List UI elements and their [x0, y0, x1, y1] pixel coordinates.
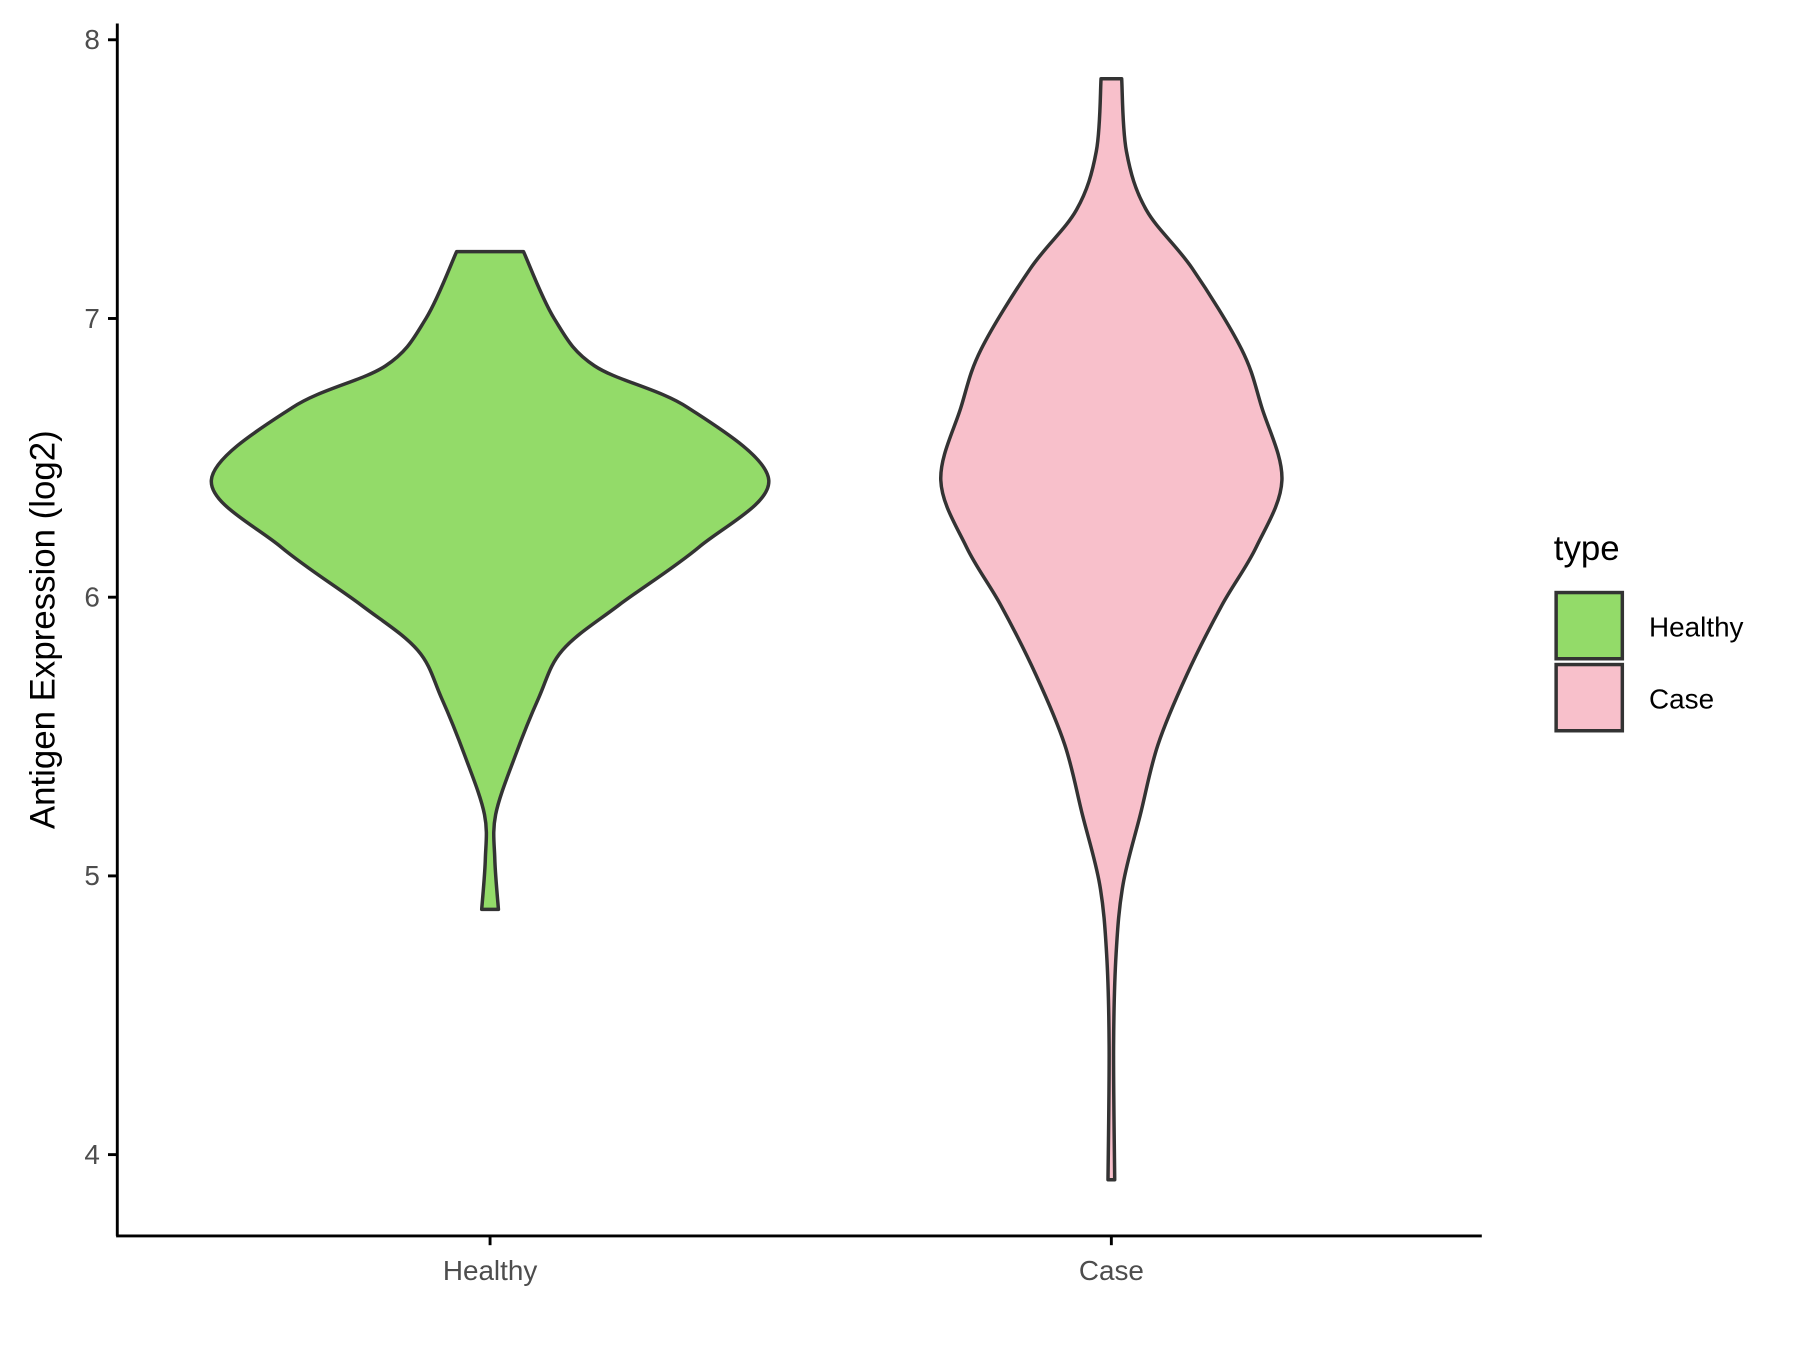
y-tick-label: 7	[84, 303, 99, 334]
violins	[209, 77, 1284, 1182]
legend-title: type	[1554, 529, 1620, 568]
legend-key-healthy	[1554, 590, 1625, 661]
y-tick-label: 4	[84, 1139, 99, 1170]
x-tick-label: Case	[1079, 1255, 1144, 1286]
legend-key-case	[1554, 662, 1625, 733]
legend-label: Case	[1649, 684, 1714, 715]
y-axis-label: Antigen Expression (log2)	[24, 430, 63, 829]
violin-healthy	[209, 249, 771, 912]
y-tick-label: 6	[84, 581, 99, 612]
y-tick-label: 5	[84, 860, 99, 891]
x-ticks: Healthy Case	[443, 1235, 1144, 1286]
violin-case	[939, 77, 1284, 1182]
legend: Healthy Case	[1554, 590, 1744, 733]
legend-label: Healthy	[1649, 612, 1744, 643]
y-tick-label: 8	[84, 24, 99, 55]
y-ticks: 4 5 6 7 8	[84, 24, 118, 1170]
x-tick-label: Healthy	[443, 1255, 538, 1286]
